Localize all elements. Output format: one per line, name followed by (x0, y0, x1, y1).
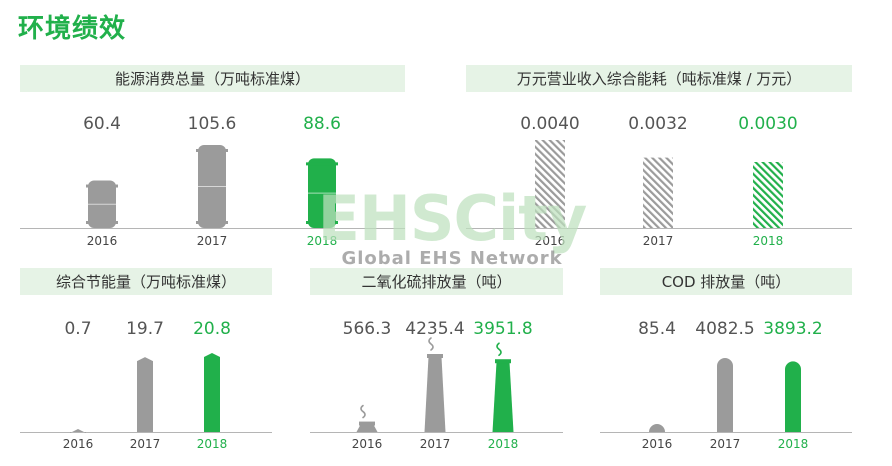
tank-rim (306, 162, 338, 166)
tick-label: 2018 (778, 437, 809, 451)
chart-title: 万元营业收入综合能耗（吨标准煤 / 万元） (466, 65, 852, 92)
chimney-cap (495, 359, 511, 364)
bar-2018 (306, 158, 338, 228)
tank-rim (196, 221, 228, 224)
bar-fill (753, 162, 783, 228)
chart-title: 能源消费总量（万吨标准煤） (20, 65, 405, 92)
tick-label: 2017 (420, 437, 451, 451)
smoke-icon (360, 404, 366, 419)
energy-intensity-plot: 0.0040 2016 0.0032 2017 0.0030 2018 (466, 114, 852, 248)
cod-emission-chart: COD 排放量（吨） 85.4 2016 4082.5 2017 3893.2 2018 (600, 268, 852, 458)
tick-label: 2016 (87, 234, 118, 248)
bar-2016 (649, 424, 665, 432)
watermark-tagline: Global EHS Network (341, 248, 563, 269)
value-label: 0.0030 (738, 114, 797, 134)
bar-fill (137, 357, 153, 432)
tick-label: 2018 (307, 234, 338, 248)
page-title: 环境绩效 (18, 14, 127, 44)
value-label: 0.7 (64, 319, 91, 339)
value-label: 566.3 (343, 319, 392, 339)
energy-saving-plot: 0.7 2016 19.7 2017 20.8 2018 (20, 319, 272, 451)
tick-label: 2016 (642, 437, 673, 451)
chimney-cap (427, 354, 443, 358)
value-label: 4235.4 (405, 319, 464, 339)
chimney-body (356, 424, 378, 432)
value-label: 88.6 (303, 114, 341, 134)
bar-fill (204, 353, 220, 432)
value-label: 19.7 (126, 319, 164, 339)
chart-title: 综合节能量（万吨标准煤） (20, 268, 272, 295)
bar-2018 (753, 162, 783, 228)
bar-2018 (204, 353, 220, 432)
bar-2017 (137, 357, 153, 432)
bar-2018 (492, 342, 514, 432)
value-label: 60.4 (83, 114, 121, 134)
chimney-cap (359, 421, 375, 426)
bar-fill (535, 140, 565, 228)
energy-consumption-plot: 60.4 2016 105.6 2017 88.6 2018 (20, 114, 405, 248)
tick-label: 2018 (488, 437, 519, 451)
chimney-body (424, 357, 446, 432)
bar-2016 (535, 140, 565, 228)
bar-fill (643, 157, 673, 228)
value-label: 3893.2 (763, 319, 822, 339)
bar-2017 (643, 157, 673, 228)
tank-rim (196, 149, 228, 152)
tick-label: 2017 (130, 437, 161, 451)
bar-fill (649, 424, 665, 432)
tick-label: 2016 (535, 234, 566, 248)
so2-emission-plot: 566.3 2016 4235.4 2017 3951.8 2018 (310, 319, 563, 451)
bar-2018 (785, 361, 801, 432)
value-label: 20.8 (193, 319, 231, 339)
value-label: 105.6 (188, 114, 237, 134)
tick-label: 2017 (197, 234, 228, 248)
cod-emission-plot: 85.4 2016 4082.5 2017 3893.2 2018 (600, 319, 852, 451)
chart-title: 二氧化硫排放量（吨） (310, 268, 563, 295)
tank-rim (86, 221, 118, 224)
tank-rim (86, 184, 118, 188)
value-label: 0.0032 (628, 114, 687, 134)
energy-saving-chart: 综合节能量（万吨标准煤） 0.7 2016 19.7 2017 20.8 2018 (20, 268, 272, 458)
tick-label: 2018 (753, 234, 784, 248)
tank-rim (306, 221, 338, 224)
bar-fill (70, 429, 86, 433)
value-label: 4082.5 (695, 319, 754, 339)
bar-2017 (196, 145, 228, 228)
chart-title: COD 排放量（吨） (600, 268, 852, 295)
bar-2017 (717, 358, 733, 432)
tick-label: 2016 (63, 437, 94, 451)
bar-2016 (86, 180, 118, 228)
bar-2016 (356, 404, 378, 432)
bar-fill (717, 358, 733, 432)
tick-label: 2017 (643, 234, 674, 248)
energy-intensity-chart: 万元营业收入综合能耗（吨标准煤 / 万元） 0.0040 2016 0.0032 20… (466, 65, 852, 248)
smoke-icon (428, 337, 434, 351)
value-label: 3951.8 (473, 319, 532, 339)
chimney-body (492, 362, 514, 432)
value-label: 85.4 (638, 319, 676, 339)
tick-label: 2017 (710, 437, 741, 451)
bar-2016 (70, 429, 86, 433)
tick-label: 2018 (197, 437, 228, 451)
tick-label: 2016 (352, 437, 383, 451)
bar-fill (785, 361, 801, 432)
bar-2017 (424, 337, 446, 432)
smoke-icon (496, 342, 502, 357)
value-label: 0.0040 (520, 114, 579, 134)
so2-emission-chart: 二氧化硫排放量（吨） 566.3 2016 4235.4 2017 3951.8 2018 (310, 268, 563, 458)
energy-consumption-chart: 能源消费总量（万吨标准煤） 60.4 2016 105.6 2017 88.6 2018 (20, 65, 405, 248)
